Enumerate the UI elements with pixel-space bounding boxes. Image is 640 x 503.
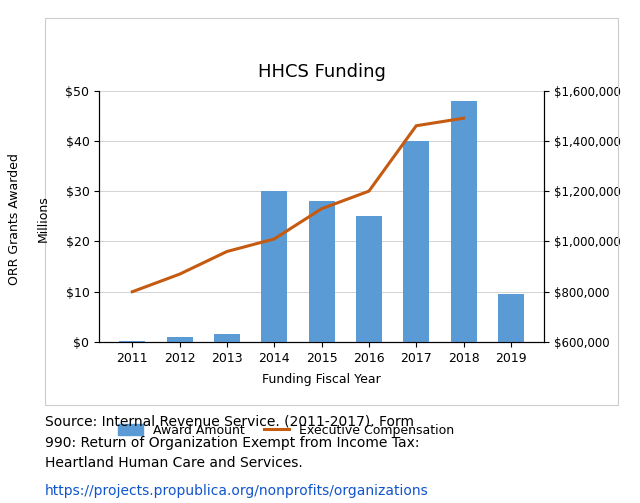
Text: ORR Grants Awarded: ORR Grants Awarded: [8, 153, 20, 285]
Bar: [356, 216, 382, 342]
Text: https://projects.propublica.org/nonprofits/organizations
/364053244: https://projects.propublica.org/nonprofi…: [45, 484, 429, 503]
Text: Source: Internal Revenue Service. (2011-2017). Form
990: Return of Organization : Source: Internal Revenue Service. (2011-…: [45, 415, 419, 470]
Bar: [119, 341, 145, 342]
Bar: [498, 294, 524, 342]
Bar: [308, 201, 335, 342]
Title: HHCS Funding: HHCS Funding: [258, 63, 385, 80]
Legend: Award Amount, Executive Compensation: Award Amount, Executive Compensation: [118, 424, 454, 437]
Text: Millions: Millions: [37, 196, 50, 242]
Bar: [214, 334, 240, 342]
Bar: [166, 337, 193, 342]
X-axis label: Funding Fiscal Year: Funding Fiscal Year: [262, 373, 381, 386]
Bar: [403, 141, 429, 342]
Bar: [261, 191, 287, 342]
Bar: [451, 101, 477, 342]
